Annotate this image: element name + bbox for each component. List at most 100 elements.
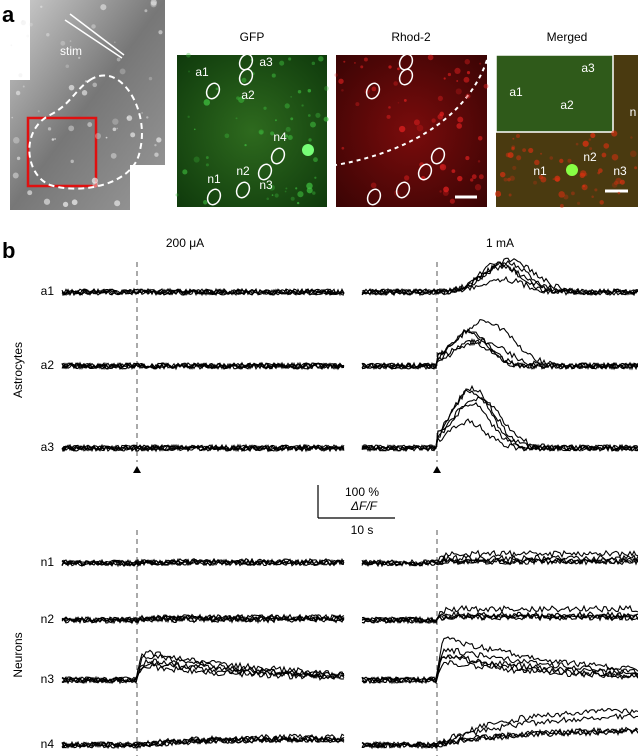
stim-marker [133,466,141,473]
speckle [46,33,49,36]
speckle [630,151,637,158]
speckle [312,62,315,65]
image-title: GFP [240,30,265,44]
speckle [559,159,563,163]
cell-label: n4 [273,130,287,144]
speckle [341,147,344,150]
trace [362,330,638,369]
row-label: a3 [41,440,55,454]
speckle [151,1,157,7]
speckle [204,99,211,106]
speckle [438,96,443,101]
speckle [522,148,526,152]
trace [362,320,638,369]
speckle [554,176,560,182]
speckle [295,187,297,189]
speckle [206,156,209,159]
group-label: Neurons [11,632,25,677]
speckle [584,173,588,177]
speckle [372,87,377,92]
speckle [308,138,311,141]
trace [362,637,638,683]
speckle [393,81,398,86]
cell-label: n [630,105,637,119]
speckle [399,126,405,132]
speckle [63,202,68,207]
speckle [242,78,247,83]
speckle [456,123,462,129]
speckle [583,185,585,187]
speckle [343,61,345,63]
speckle [602,153,607,158]
speckle [388,106,391,109]
speckle [272,194,274,196]
speckle [106,137,108,139]
row-label: a2 [41,358,55,372]
trace [362,419,638,451]
speckle [355,102,359,106]
cell-label: a2 [241,88,255,102]
speckle [560,204,564,208]
speckle [82,90,87,95]
speckle [558,191,565,198]
speckle [187,116,189,118]
speckle [263,107,266,110]
speckle [528,148,533,153]
speckle [285,191,287,193]
speckle [603,143,609,149]
soma [566,164,578,176]
speckle [478,136,483,141]
speckle [114,200,120,206]
speckle [146,116,148,118]
speckle [111,153,117,159]
cell-label: n3 [613,164,627,178]
speckle [510,176,515,181]
speckle [117,58,121,62]
speckle [92,178,98,184]
speckle [364,58,368,62]
speckle [186,53,191,58]
speckle [22,20,24,22]
speckle [516,155,521,160]
speckle [298,90,301,93]
speckle [440,164,445,169]
speckle [291,197,295,201]
speckle [116,128,118,130]
speckle [511,147,514,150]
speckle [598,168,603,173]
speckle [431,118,435,122]
speckle [512,166,516,170]
image-title: Merged [547,30,588,44]
speckle [308,114,311,117]
speckle [318,56,323,61]
speckle [87,122,92,127]
speckle [611,130,617,136]
speckle [66,64,70,68]
speckle [29,23,33,27]
speckle [387,115,391,119]
cell-label: a3 [581,61,595,75]
row-label: n3 [41,672,55,686]
speckle [444,77,446,79]
speckle [464,77,470,83]
speckle [149,77,152,80]
speckle [206,163,209,166]
speckle [439,190,441,192]
speckle [290,96,292,98]
speckle [456,88,462,94]
speckle [484,84,489,89]
speckle [279,61,284,66]
speckle [23,86,25,88]
cell-label: a1 [509,85,523,99]
speckle [70,40,72,42]
speckle [26,35,29,38]
group-label: Astrocytes [11,342,25,398]
speckle [236,96,239,99]
images [10,0,638,210]
speckle [454,68,460,74]
row-label: n4 [41,737,55,751]
speckle [360,65,363,68]
speckle [13,172,19,178]
cell-label: n1 [533,164,547,178]
speckle [314,177,316,179]
